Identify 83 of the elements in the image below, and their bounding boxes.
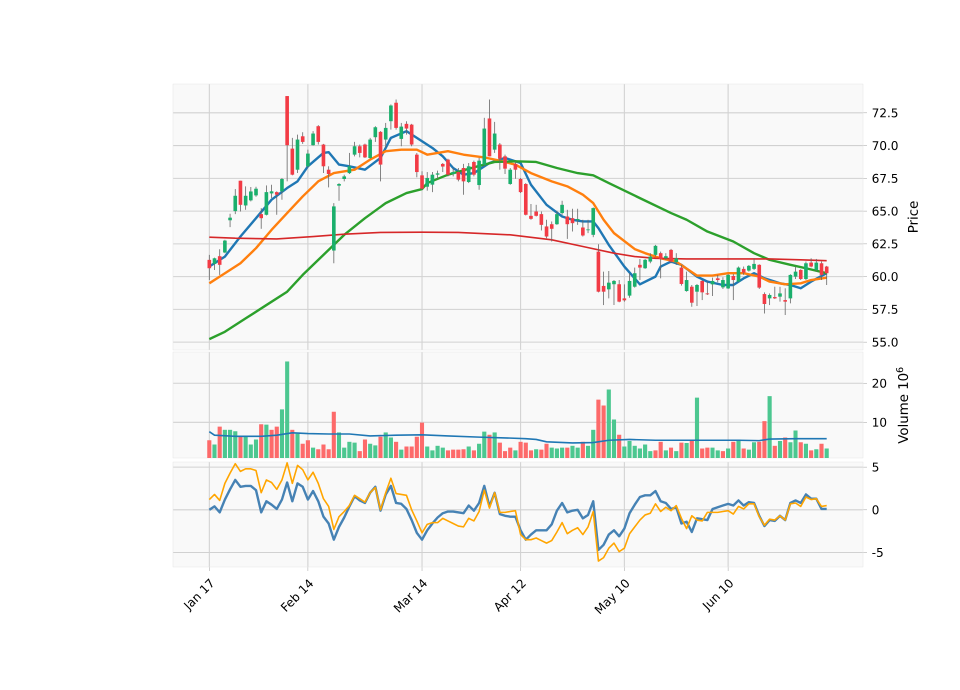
y-axis-title: Volume 10$^{6}$ (896, 368, 908, 444)
y-tick-label: 20 (872, 378, 886, 388)
candlestick (399, 122, 404, 147)
candlestick (700, 280, 704, 300)
candlestick (259, 208, 264, 230)
candlestick (814, 258, 818, 272)
candlestick (529, 204, 533, 220)
candlestick (731, 274, 736, 300)
candlestick (809, 258, 813, 268)
candlestick (654, 244, 658, 257)
candlestick (264, 185, 268, 216)
x-tick-label: Jun 10 (702, 580, 733, 613)
candlestick (514, 160, 518, 180)
candlestick (348, 152, 352, 174)
candlestick (576, 208, 580, 226)
candlestick (316, 124, 320, 145)
candlestick (420, 170, 424, 190)
candlestick (508, 168, 512, 186)
y-tick-label: 55.0 (872, 338, 898, 347)
candlestick (762, 292, 766, 314)
candlestick (690, 284, 694, 308)
candlestick (270, 184, 274, 198)
y-tick-label: 62.5 (872, 239, 898, 248)
y-tick-label: 65.0 (872, 206, 898, 216)
y-tick-label: 0 (872, 505, 879, 514)
line-series (208, 160, 828, 340)
candlestick (389, 104, 393, 130)
candlestick (658, 251, 662, 279)
candlestick (669, 248, 673, 264)
candlestick (472, 160, 476, 177)
candlestick (352, 142, 356, 157)
candlestick (555, 210, 559, 226)
candlestick (218, 248, 222, 276)
y-tick-label: 60.0 (872, 272, 898, 282)
candlestick (602, 271, 606, 306)
x-tick-label: Jan 17 (184, 578, 213, 613)
candlestick (274, 190, 279, 216)
x-tick-label: Mar 14 (393, 579, 427, 613)
candlestick (680, 264, 684, 286)
candlestick (778, 286, 782, 302)
y-tick-label: 72.5 (872, 108, 898, 118)
candlestick (757, 264, 762, 290)
y-tick-label: 57.5 (872, 304, 898, 314)
candlestick (374, 126, 378, 142)
candlestick (415, 152, 419, 178)
y-tick-label: 70.0 (872, 141, 898, 150)
candlestick (233, 188, 238, 215)
candlestick (798, 268, 803, 280)
x-tick-label: Feb 14 (280, 579, 313, 612)
x-tick-label: Apr 12 (494, 580, 526, 612)
candlestick (223, 239, 227, 254)
candlestick (337, 182, 341, 202)
candlestick (306, 149, 310, 168)
candlestick (280, 178, 284, 200)
candlestick (684, 271, 688, 292)
candlestick (804, 261, 808, 280)
candlestick (772, 286, 777, 300)
candlestick (208, 254, 212, 280)
candlestick (581, 219, 585, 237)
candlestick (560, 200, 564, 216)
y-axis-title: Price (908, 201, 918, 232)
candlestick (726, 274, 730, 290)
candlestick (695, 284, 699, 306)
candlestick (721, 276, 725, 290)
y-tick-label: 5 (872, 462, 878, 472)
candlestick (311, 130, 315, 146)
y-tick-label: 67.5 (872, 174, 898, 183)
candlestick (706, 281, 710, 296)
candlestick (736, 266, 740, 283)
candlestick (384, 122, 388, 148)
candlestick (783, 288, 787, 316)
candlestick (300, 132, 305, 144)
candlestick (322, 143, 326, 174)
candlestick (326, 166, 330, 188)
candlestick (228, 213, 232, 228)
candlestick (492, 121, 496, 154)
y-tick-label: 10 (873, 418, 886, 427)
candlestick (768, 293, 772, 306)
y-tick-label: -5 (872, 548, 883, 557)
candlestick (212, 257, 216, 270)
candlestick (368, 137, 372, 160)
candlestick (466, 162, 471, 184)
candlestick (710, 277, 714, 296)
